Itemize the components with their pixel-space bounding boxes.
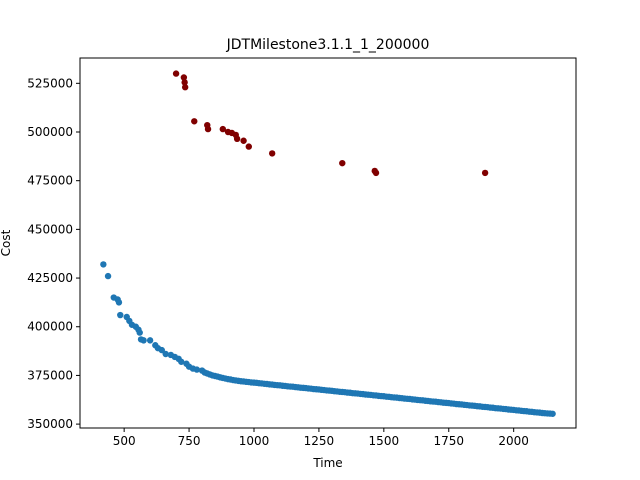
- series-0-point-17: [158, 346, 165, 354]
- y-tick-label-2: 400000: [27, 320, 73, 334]
- series-0-point-162: [549, 410, 556, 417]
- plot-frame: [79, 57, 577, 429]
- series-1-point-0: [172, 70, 180, 77]
- series-1-point-15: [339, 159, 346, 167]
- series-0-point-14: [146, 337, 154, 344]
- x-tick-label-4: 1500: [369, 434, 400, 448]
- series-1-point-3: [181, 84, 189, 91]
- x-tick-label-6: 2000: [498, 434, 529, 448]
- y-axis-label: Cost: [0, 229, 13, 256]
- x-axis: 500 750 1000 1250 1500 1750 2000: [113, 428, 529, 448]
- x-tick-label-2: 1000: [239, 434, 270, 448]
- x-tick-label-1: 750: [178, 434, 201, 448]
- series-0-point-18: [162, 350, 169, 358]
- chart-title: JDTMilestone3.1.1_1_200000: [226, 37, 430, 53]
- series-0-point-22: [178, 358, 185, 365]
- y-tick-label-3: 425000: [27, 271, 73, 285]
- series-0-point-26: [193, 366, 201, 373]
- y-tick-label-5: 475000: [27, 174, 73, 188]
- series-1-point-17: [372, 169, 380, 177]
- series-0-point-0: [100, 261, 107, 268]
- x-tick-label-0: 500: [113, 434, 136, 448]
- series-1-point-1: [180, 74, 188, 81]
- series-1-point-6: [204, 125, 212, 133]
- series-1-point-18: [481, 169, 489, 177]
- series-0-point-13: [140, 337, 147, 344]
- series-0-point-5: [117, 311, 124, 319]
- y-axis: 350000 375000 400000 425000 450000 475000 5000…: [27, 76, 80, 431]
- y-tick-label-7: 525000: [27, 76, 73, 90]
- series-0-point-11: [136, 329, 143, 336]
- series-1-point-12: [240, 137, 247, 144]
- x-tick-label-5: 1750: [433, 434, 464, 448]
- y-tick-label-4: 450000: [27, 222, 73, 236]
- y-tick-label-0: 350000: [27, 417, 73, 431]
- series-1-point-11: [233, 135, 241, 143]
- series-1-point-14: [268, 150, 276, 157]
- series-1-point-7: [219, 125, 227, 133]
- y-tick-label-1: 375000: [27, 368, 73, 382]
- series-1-point-4: [191, 118, 198, 125]
- data-points: [100, 70, 556, 417]
- series-1-point-13: [245, 143, 252, 150]
- series-0-point-1: [104, 272, 112, 280]
- series-1-point-2: [181, 79, 188, 86]
- x-axis-label: Time: [312, 456, 342, 470]
- series-0-point-4: [115, 299, 123, 306]
- y-tick-label-6: 500000: [27, 125, 73, 139]
- x-tick-label-3: 1250: [304, 434, 335, 448]
